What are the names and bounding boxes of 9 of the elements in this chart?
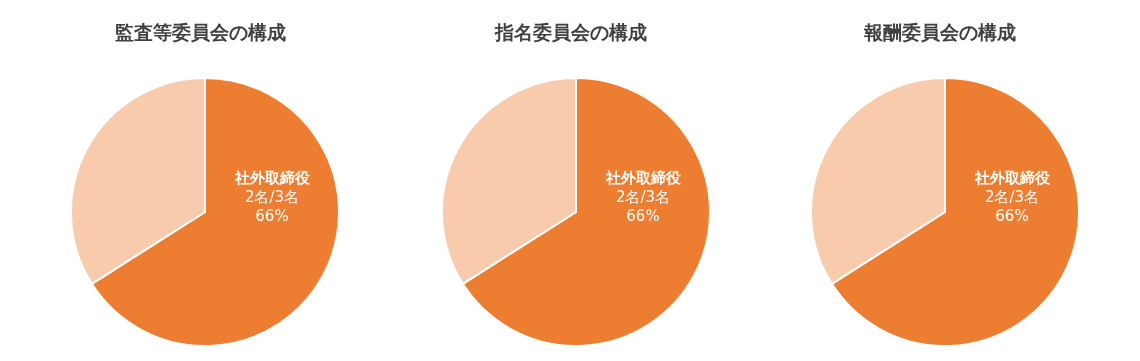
data-label: 2名/3名 66% [984, 187, 1040, 225]
data-label: 2名/3名 66% [615, 187, 671, 225]
slice-label: 社外取締役 [233, 168, 311, 187]
chart-title: 監査等委員会の構成 [113, 20, 287, 45]
slice-label: 社外取締役 [604, 168, 682, 187]
data-label: 2名/3名 66% [244, 187, 300, 225]
chart-title: 指名委員会の構成 [493, 20, 648, 45]
slice-label: 社外取締役 [973, 168, 1051, 187]
chart-title: 報酬委員会の構成 [863, 20, 1017, 45]
